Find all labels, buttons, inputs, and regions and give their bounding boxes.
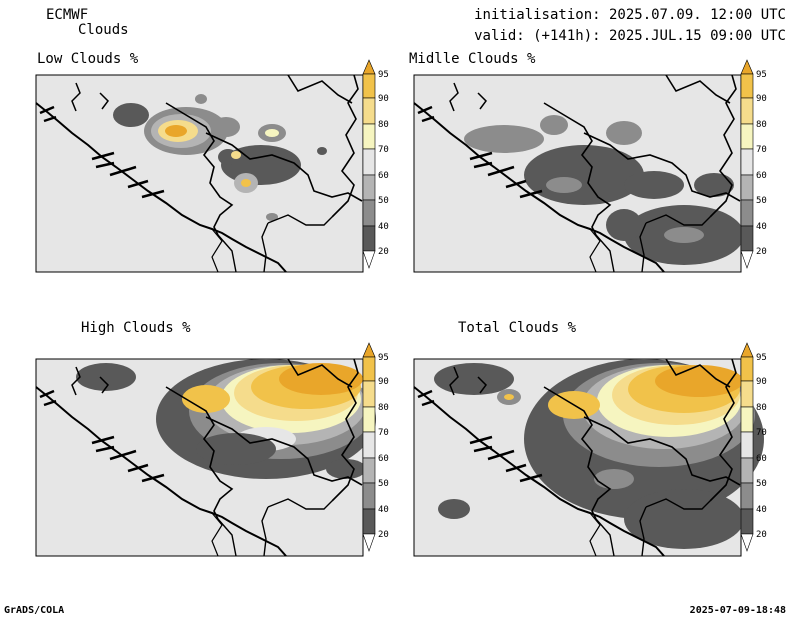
colorbar-tick-label: 20 xyxy=(756,530,767,540)
colorbar-tick-label: 50 xyxy=(756,196,767,206)
colorbar-tick-label: 40 xyxy=(756,505,767,515)
colorbar-tick-label: 20 xyxy=(756,247,767,257)
colorbar-tick-label: 60 xyxy=(378,171,389,181)
colorbar-tick-label: 90 xyxy=(756,94,767,104)
colorbar-tick-label: 70 xyxy=(378,428,389,438)
panel-title-low: Low Clouds % xyxy=(37,51,139,67)
panel-title-mid: Midlle Clouds % xyxy=(409,51,536,67)
panel-mid-clouds xyxy=(412,73,744,274)
colorbar-tick-label: 40 xyxy=(378,505,389,515)
product-name: Clouds xyxy=(78,22,129,38)
colorbar-tick-label: 70 xyxy=(378,145,389,155)
colorbar-labels: 95 90 80 70 60 50 40 20 95 90 80 70 60 50 40 20 95 90 80 70… xyxy=(378,70,767,540)
colorbar-tick-label: 95 xyxy=(756,353,767,363)
colorbar-tick-label: 50 xyxy=(756,479,767,489)
colorbar-tick-label: 40 xyxy=(378,222,389,232)
panel-title-high: High Clouds % xyxy=(81,320,191,336)
colorbar-tick-label: 60 xyxy=(756,171,767,181)
colorbar-high xyxy=(362,342,376,552)
colorbar-tick-label: 40 xyxy=(756,222,767,232)
colorbar-tick-label: 95 xyxy=(378,353,389,363)
colorbar-tick-label: 70 xyxy=(756,145,767,155)
colorbar-total xyxy=(740,342,754,552)
colorbar-tick-label: 20 xyxy=(378,530,389,540)
colorbar-tick-label: 60 xyxy=(756,454,767,464)
panel-title-total: Total Clouds % xyxy=(458,320,577,336)
panel-high-clouds xyxy=(34,357,376,558)
panel-total-clouds xyxy=(412,357,764,558)
colorbar-mid xyxy=(740,59,754,269)
valid-time: valid: (+141h): 2025.JUL.15 09:00 UTC xyxy=(474,28,786,44)
colorbar-tick-label: 90 xyxy=(378,377,389,387)
high-cloud-field xyxy=(76,359,376,479)
panel-low-clouds xyxy=(34,73,364,274)
colorbar-tick-label: 95 xyxy=(378,70,389,80)
colorbar-tick-label: 90 xyxy=(378,94,389,104)
colorbar-tick-label: 80 xyxy=(378,403,389,413)
colorbar-low xyxy=(362,59,376,269)
colorbar-tick-label: 20 xyxy=(378,247,389,257)
colorbar-tick-label: 70 xyxy=(756,428,767,438)
init-time: initialisation: 2025.07.09. 12:00 UTC xyxy=(474,7,786,23)
footer-software: GrADS/COLA xyxy=(4,605,65,616)
model-name: ECMWF xyxy=(46,7,89,23)
total-cloud-field xyxy=(434,359,764,549)
colorbar-tick-label: 60 xyxy=(378,454,389,464)
colorbar-tick-label: 95 xyxy=(756,70,767,80)
low-cloud-field xyxy=(113,94,327,221)
colorbar-tick-label: 90 xyxy=(756,377,767,387)
colorbar-tick-label: 50 xyxy=(378,479,389,489)
colorbar-tick-label: 80 xyxy=(756,403,767,413)
colorbar-tick-label: 50 xyxy=(378,196,389,206)
footer-timestamp: 2025-07-09-18:48 xyxy=(689,605,786,616)
colorbar-tick-label: 80 xyxy=(378,120,389,130)
colorbar-tick-label: 80 xyxy=(756,120,767,130)
